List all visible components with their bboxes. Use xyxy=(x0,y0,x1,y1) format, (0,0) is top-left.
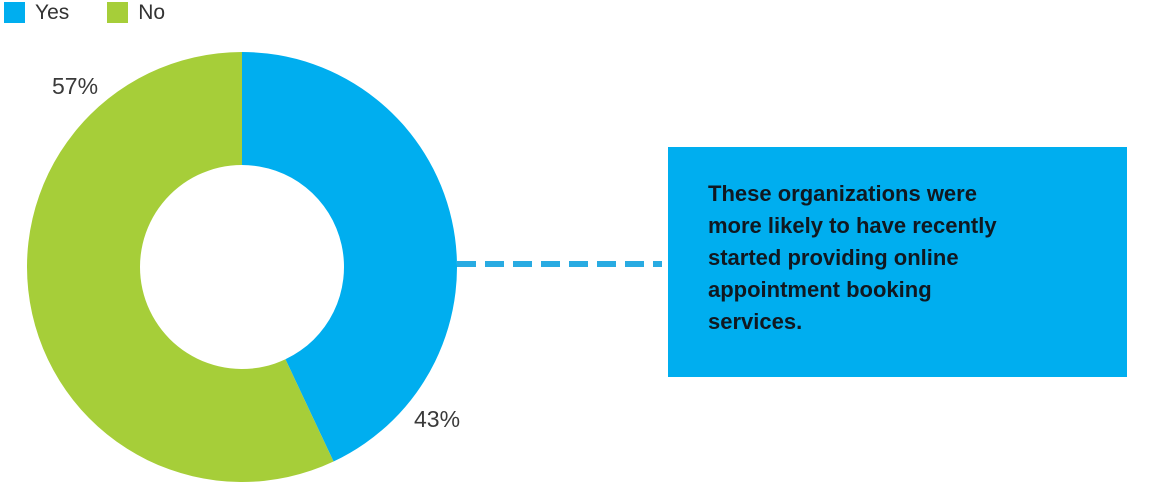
legend-swatch-yes-icon xyxy=(4,2,25,23)
donut-segment-no xyxy=(27,52,334,482)
data-label-yes: 43% xyxy=(414,406,461,432)
legend-label-yes: Yes xyxy=(35,1,70,24)
donut-chart xyxy=(27,52,457,482)
legend-swatch-no-icon xyxy=(107,2,129,23)
legend-item-no: No xyxy=(107,2,165,23)
donut-segment-yes xyxy=(242,52,457,462)
callout-connector-line xyxy=(457,261,662,267)
data-label-no: 57% xyxy=(52,73,99,99)
callout-text: These organizations were more likely to … xyxy=(708,181,997,334)
legend-label-no: No xyxy=(138,1,166,24)
donut-chart-container xyxy=(27,52,457,482)
chart-legend: Yes No xyxy=(4,2,165,23)
legend-item-yes: Yes xyxy=(4,2,69,23)
callout-box: These organizations were more likely to … xyxy=(668,147,1127,377)
